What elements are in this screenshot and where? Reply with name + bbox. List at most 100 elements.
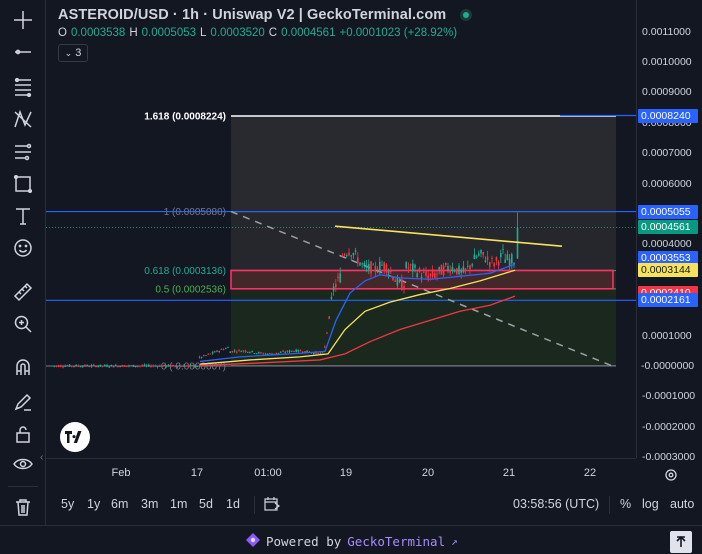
candle-body <box>71 365 73 367</box>
tradingview-logo-icon[interactable] <box>60 422 90 452</box>
range-3m-button[interactable]: 3m <box>141 497 159 511</box>
range-1m-button[interactable]: 1m <box>170 497 188 511</box>
candle-body <box>346 254 348 256</box>
candle-body <box>90 365 93 367</box>
chart-header: ASTEROID/USD · 1h · Uniswap V2 | GeckoTe… <box>58 6 473 24</box>
candle-body <box>57 365 60 367</box>
candle-body <box>304 351 306 353</box>
pattern-icon[interactable] <box>9 106 37 132</box>
candle-body <box>343 254 346 256</box>
candle-body <box>453 270 456 272</box>
bottom-divider <box>254 496 255 514</box>
time-axis[interactable]: Feb 17 01:00 19 20 21 22 <box>46 458 636 488</box>
candle-body <box>104 364 106 366</box>
price-axis[interactable]: 0.0011000 0.0010000 0.0009000 0.0008000 0.00… <box>636 0 702 463</box>
candle-body <box>97 366 99 367</box>
candle-body <box>442 265 445 276</box>
ruler-icon[interactable] <box>9 279 37 305</box>
candle-body <box>227 347 229 348</box>
rect-icon[interactable] <box>9 171 37 197</box>
fib-icon[interactable] <box>9 73 37 99</box>
range-1y-button[interactable]: 1y <box>87 497 101 511</box>
chevron-down-icon: ⌄ <box>64 47 73 58</box>
price-tick-label: 0.0011000 <box>642 25 691 38</box>
candle-body <box>434 273 436 278</box>
trendline-icon[interactable] <box>9 39 37 65</box>
candle-body <box>460 269 462 273</box>
projection-icon[interactable] <box>9 139 37 165</box>
ema-mid-line <box>199 269 516 365</box>
candle-body <box>383 262 385 270</box>
candle-body <box>211 352 214 354</box>
range-6m-button[interactable]: 6m <box>111 497 129 511</box>
candle-body <box>275 352 278 354</box>
candle-body <box>73 366 75 368</box>
candle-body <box>478 253 480 256</box>
date-range-calendar-icon[interactable] <box>263 495 281 518</box>
price-tick-label: 0.0006000 <box>642 177 692 190</box>
range-5d-button[interactable]: 5d <box>199 497 213 511</box>
auto-scale-toggle[interactable]: auto <box>670 497 695 511</box>
text-icon[interactable] <box>9 203 37 229</box>
candle-body <box>117 365 119 367</box>
candle-body <box>167 364 170 367</box>
market-status-dot[interactable] <box>460 9 473 21</box>
price-tick-label: 0.0009000 <box>642 86 692 99</box>
candle-body <box>500 253 502 258</box>
footer: Powered by GeckoTerminal ↗ <box>0 525 702 554</box>
collapse-arrow-icon[interactable]: ‹ <box>40 452 44 463</box>
candle-body <box>123 365 126 367</box>
candle-body <box>317 352 319 355</box>
candle-body <box>486 256 489 260</box>
indicator-count: 3 <box>75 47 82 59</box>
price-marker-label: 0.0008240 <box>638 108 698 123</box>
candle-body <box>348 252 350 256</box>
candle-body <box>489 262 491 267</box>
candle-body <box>350 255 352 257</box>
crosshair-icon[interactable] <box>9 7 37 33</box>
candle-body <box>170 365 172 367</box>
candle-body <box>194 365 196 367</box>
candle-body <box>506 254 509 261</box>
range-1d-button[interactable]: 1d <box>226 497 240 511</box>
candle-body <box>295 349 297 353</box>
axis-settings-icon[interactable] <box>662 466 680 484</box>
eye-icon[interactable] <box>9 451 37 477</box>
candle-body <box>247 351 249 353</box>
time-tick-label: Feb <box>111 467 131 479</box>
ema-slow-line <box>199 295 516 367</box>
range-5y-button[interactable]: 5y <box>61 497 75 511</box>
emoji-icon[interactable] <box>9 235 37 261</box>
trash-icon[interactable] <box>9 494 37 520</box>
candle-body <box>150 365 152 367</box>
powered-by-link[interactable]: Powered by GeckoTerminal ↗ <box>246 533 458 550</box>
candle-body <box>101 365 104 367</box>
scroll-to-top-button[interactable] <box>670 531 692 553</box>
lock-icon[interactable] <box>9 421 37 447</box>
candle-body <box>464 268 467 270</box>
indicators-toggle-button[interactable]: ⌄ 3 <box>58 44 88 62</box>
candle-body <box>425 271 427 276</box>
ohlc-change: +0.0001023 (+28.92%) <box>339 27 458 39</box>
magnet-icon[interactable] <box>9 355 37 381</box>
zoom-icon[interactable] <box>9 311 37 337</box>
chart-canvas[interactable]: 1.618 (0.0008224) 1 (0.0005080) 0.618 (0.0… <box>46 0 636 458</box>
candle-body <box>251 350 253 352</box>
candle-body <box>185 365 187 367</box>
candle-body <box>467 265 469 267</box>
log-scale-toggle[interactable]: log <box>642 497 659 511</box>
candle-body <box>493 263 495 267</box>
utc-clock[interactable]: 03:58:56 (UTC) <box>513 497 600 511</box>
candle-body <box>141 365 143 367</box>
candle-body <box>504 259 506 263</box>
candle-body <box>192 365 194 367</box>
percent-scale-toggle[interactable]: % <box>620 497 632 511</box>
candle-body <box>405 262 407 269</box>
candle-body <box>189 364 192 366</box>
candle-body <box>106 365 108 367</box>
lock-draw-icon[interactable] <box>9 389 37 415</box>
fib-level-label: 1 (0.0005080) <box>164 207 226 218</box>
candle-body <box>291 350 293 352</box>
candle-body <box>75 364 77 367</box>
